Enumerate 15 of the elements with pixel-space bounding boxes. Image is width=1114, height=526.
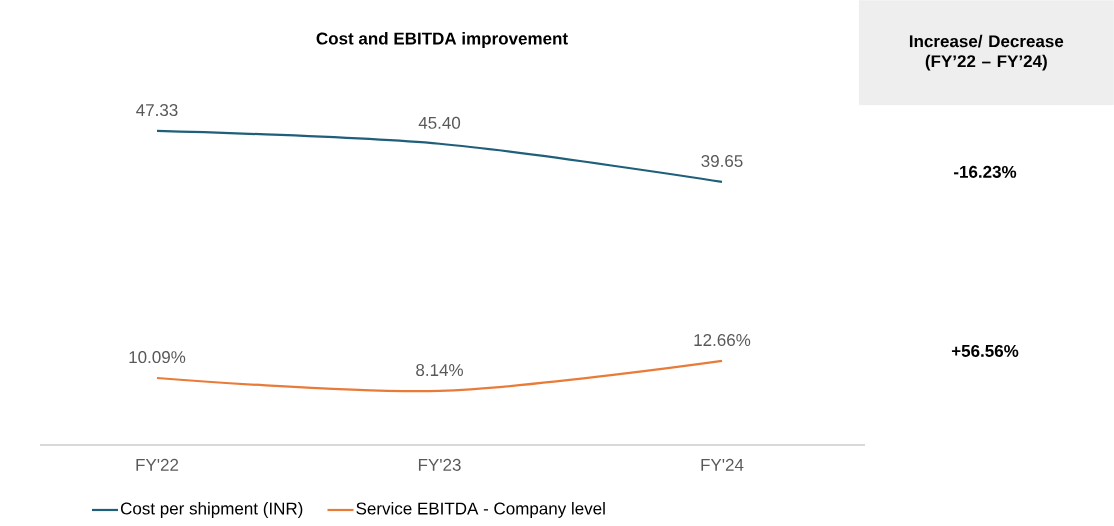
data-label: 10.09% (129, 351, 186, 364)
legend-label: Cost per shipment (INR) (120, 502, 303, 518)
data-label: 45.40 (418, 116, 461, 129)
data-label: 47.33 (136, 104, 178, 117)
x-tick-label: FY'23 (418, 458, 461, 471)
text: -16.23% (954, 165, 1017, 178)
data-label: 12.66% (694, 334, 751, 347)
data-label: 39.65 (701, 154, 743, 168)
legend-label: Service EBITDA - Company level (356, 502, 605, 518)
x-tick-label: FY'24 (701, 458, 744, 471)
text: +56.56% (951, 344, 1019, 357)
x-tick-label: FY'22 (136, 458, 179, 471)
data-label: 8.14% (416, 364, 463, 377)
chart-title: Cost and EBITDA improvement (316, 32, 568, 48)
text: Increase/ Decrease (FY’22 – FY’24) (909, 34, 1064, 71)
